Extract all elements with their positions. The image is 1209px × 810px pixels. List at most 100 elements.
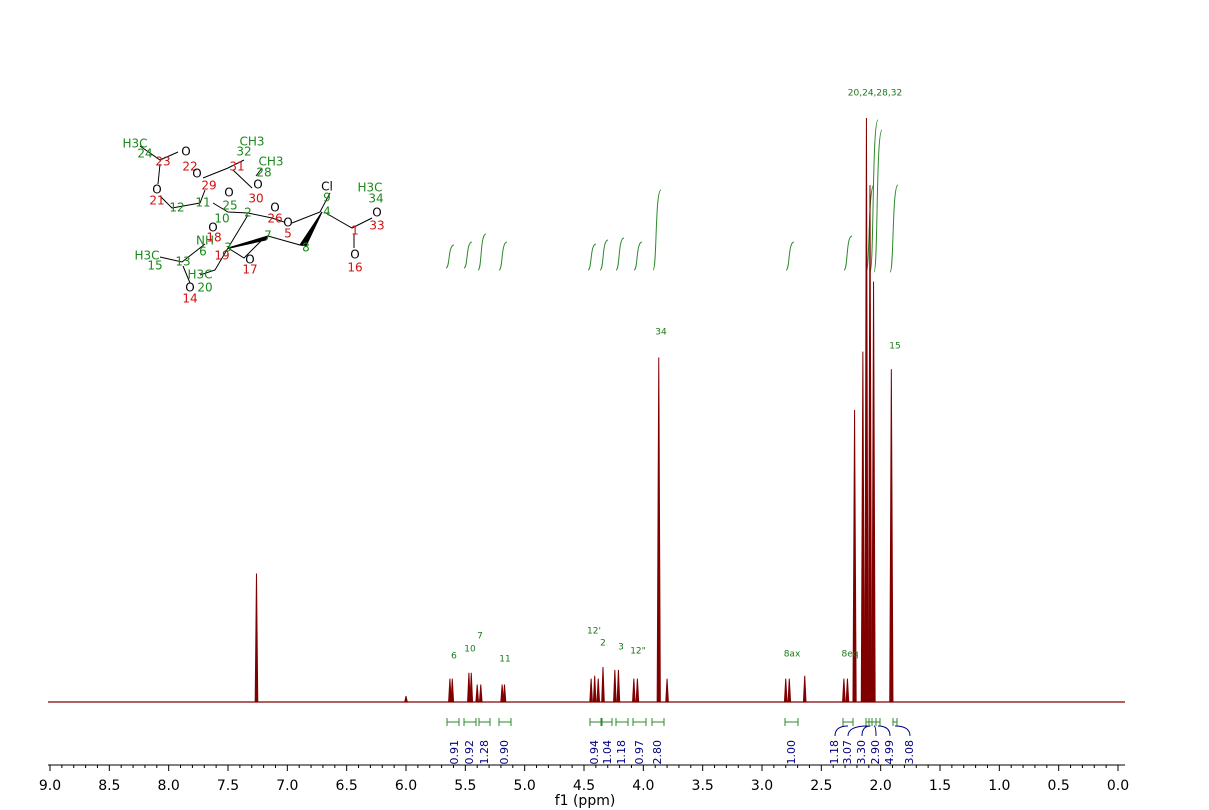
atom-label: 11: [195, 196, 210, 210]
atom-label: 25: [222, 199, 237, 213]
peak-label: 34: [655, 328, 667, 338]
atom-label: 32: [236, 145, 251, 159]
x-tick-label: 2.0: [870, 778, 892, 794]
integral-range: [842, 718, 854, 726]
atom-label: 23: [155, 155, 170, 169]
atom-label: 13: [175, 255, 190, 269]
atom-label: 2: [244, 206, 252, 220]
atom-label: 14: [182, 292, 197, 306]
peak: [596, 678, 601, 703]
molecule-bonds: [139, 145, 373, 284]
integral-range: [589, 718, 602, 726]
atom-label: O: [152, 183, 161, 197]
integral-curve: [587, 243, 597, 271]
integral-brace: [834, 725, 849, 737]
integral-range: [632, 718, 647, 726]
integral-brace: [847, 725, 868, 737]
peak: [601, 666, 605, 703]
integral-curve: [652, 189, 662, 271]
integral-range: [615, 718, 629, 726]
peak-label: 15: [889, 342, 900, 352]
atom-label: O: [372, 206, 381, 220]
peak-label: 6: [451, 652, 457, 662]
atom-label: 20: [197, 281, 212, 295]
integral-label: 0.90: [498, 740, 511, 765]
integral-range: [784, 718, 799, 726]
peak: [475, 684, 479, 703]
atom-label: 16: [347, 261, 362, 275]
peak-label: 12": [630, 647, 646, 657]
atom-label: 9: [323, 191, 331, 205]
peak: [656, 357, 661, 703]
integral-range: [463, 718, 477, 726]
integral-label: 0.92: [463, 740, 476, 765]
atom-label: O: [245, 253, 254, 267]
atom-label: 28: [256, 166, 271, 180]
atom-label: O: [185, 281, 194, 295]
integral-label: 3.08: [903, 740, 916, 765]
atom-label: 34: [368, 192, 383, 206]
atom-label: 7: [264, 229, 272, 243]
peak: [802, 675, 807, 703]
peak: [592, 675, 597, 703]
peak-label: 20,24,28,32: [848, 89, 902, 99]
peak: [404, 696, 408, 703]
peak-label: 11: [499, 655, 510, 665]
integral-label: 0.97: [633, 740, 646, 765]
x-tick-label: 3.0: [751, 778, 773, 794]
peak-label: 8eq: [842, 650, 859, 660]
x-tick-label: 3.5: [692, 778, 714, 794]
peak: [845, 678, 850, 703]
integral-label: 3.07: [841, 740, 854, 765]
atom-label: 3: [224, 241, 232, 255]
x-tick-label: 7.0: [276, 778, 298, 794]
peak: [635, 678, 640, 703]
integral-label: 1.18: [615, 740, 628, 765]
integral-range: [478, 718, 491, 726]
integral-curve: [873, 129, 883, 273]
integral-brace: [861, 725, 871, 737]
atom-label: 31: [229, 160, 244, 174]
atom-label: 30: [248, 192, 263, 206]
integral-brace: [894, 725, 911, 737]
atom-label: NH: [196, 234, 214, 248]
peak: [783, 678, 788, 703]
peak: [469, 672, 474, 703]
atom-label: CH3: [258, 155, 283, 169]
integral-label: 0.91: [448, 740, 461, 765]
atom-label: H3C: [187, 268, 212, 282]
x-tick-label: 6.0: [395, 778, 417, 794]
peak: [448, 678, 452, 703]
peak: [860, 351, 865, 703]
x-tick-label: 5.5: [454, 778, 476, 794]
integral-range: [601, 718, 613, 726]
atom-label: 24: [137, 147, 152, 161]
atom-label: 17: [242, 263, 257, 277]
atom-label: 22: [182, 160, 197, 174]
integral-label: 1.04: [601, 740, 614, 765]
peak: [502, 684, 507, 703]
x-tick-label: 1.0: [988, 778, 1010, 794]
peak: [500, 684, 504, 703]
integral-range: [892, 718, 898, 726]
atom-label: O: [350, 248, 359, 262]
x-axis-label: f1 (ppm): [555, 793, 616, 809]
x-tick-label: 0.5: [1048, 778, 1070, 794]
atom-label: 12: [169, 201, 184, 215]
peak: [852, 409, 857, 703]
atom-label: O: [270, 201, 279, 215]
peak: [613, 669, 617, 703]
x-tick-label: 8.5: [98, 778, 120, 794]
x-tick-label: 6.5: [336, 778, 358, 794]
integral-label: 4.99: [883, 740, 896, 765]
x-tick-label: 5.0: [514, 778, 536, 794]
peak-label: 2: [600, 639, 606, 649]
atom-label: 21: [149, 194, 164, 208]
atom-label: 5: [284, 227, 292, 241]
atom-label: O: [208, 221, 217, 235]
atom-label: 29: [201, 179, 216, 193]
atom-label: 15: [147, 259, 162, 273]
peak: [254, 573, 259, 703]
integral-label: 1.00: [785, 740, 798, 765]
